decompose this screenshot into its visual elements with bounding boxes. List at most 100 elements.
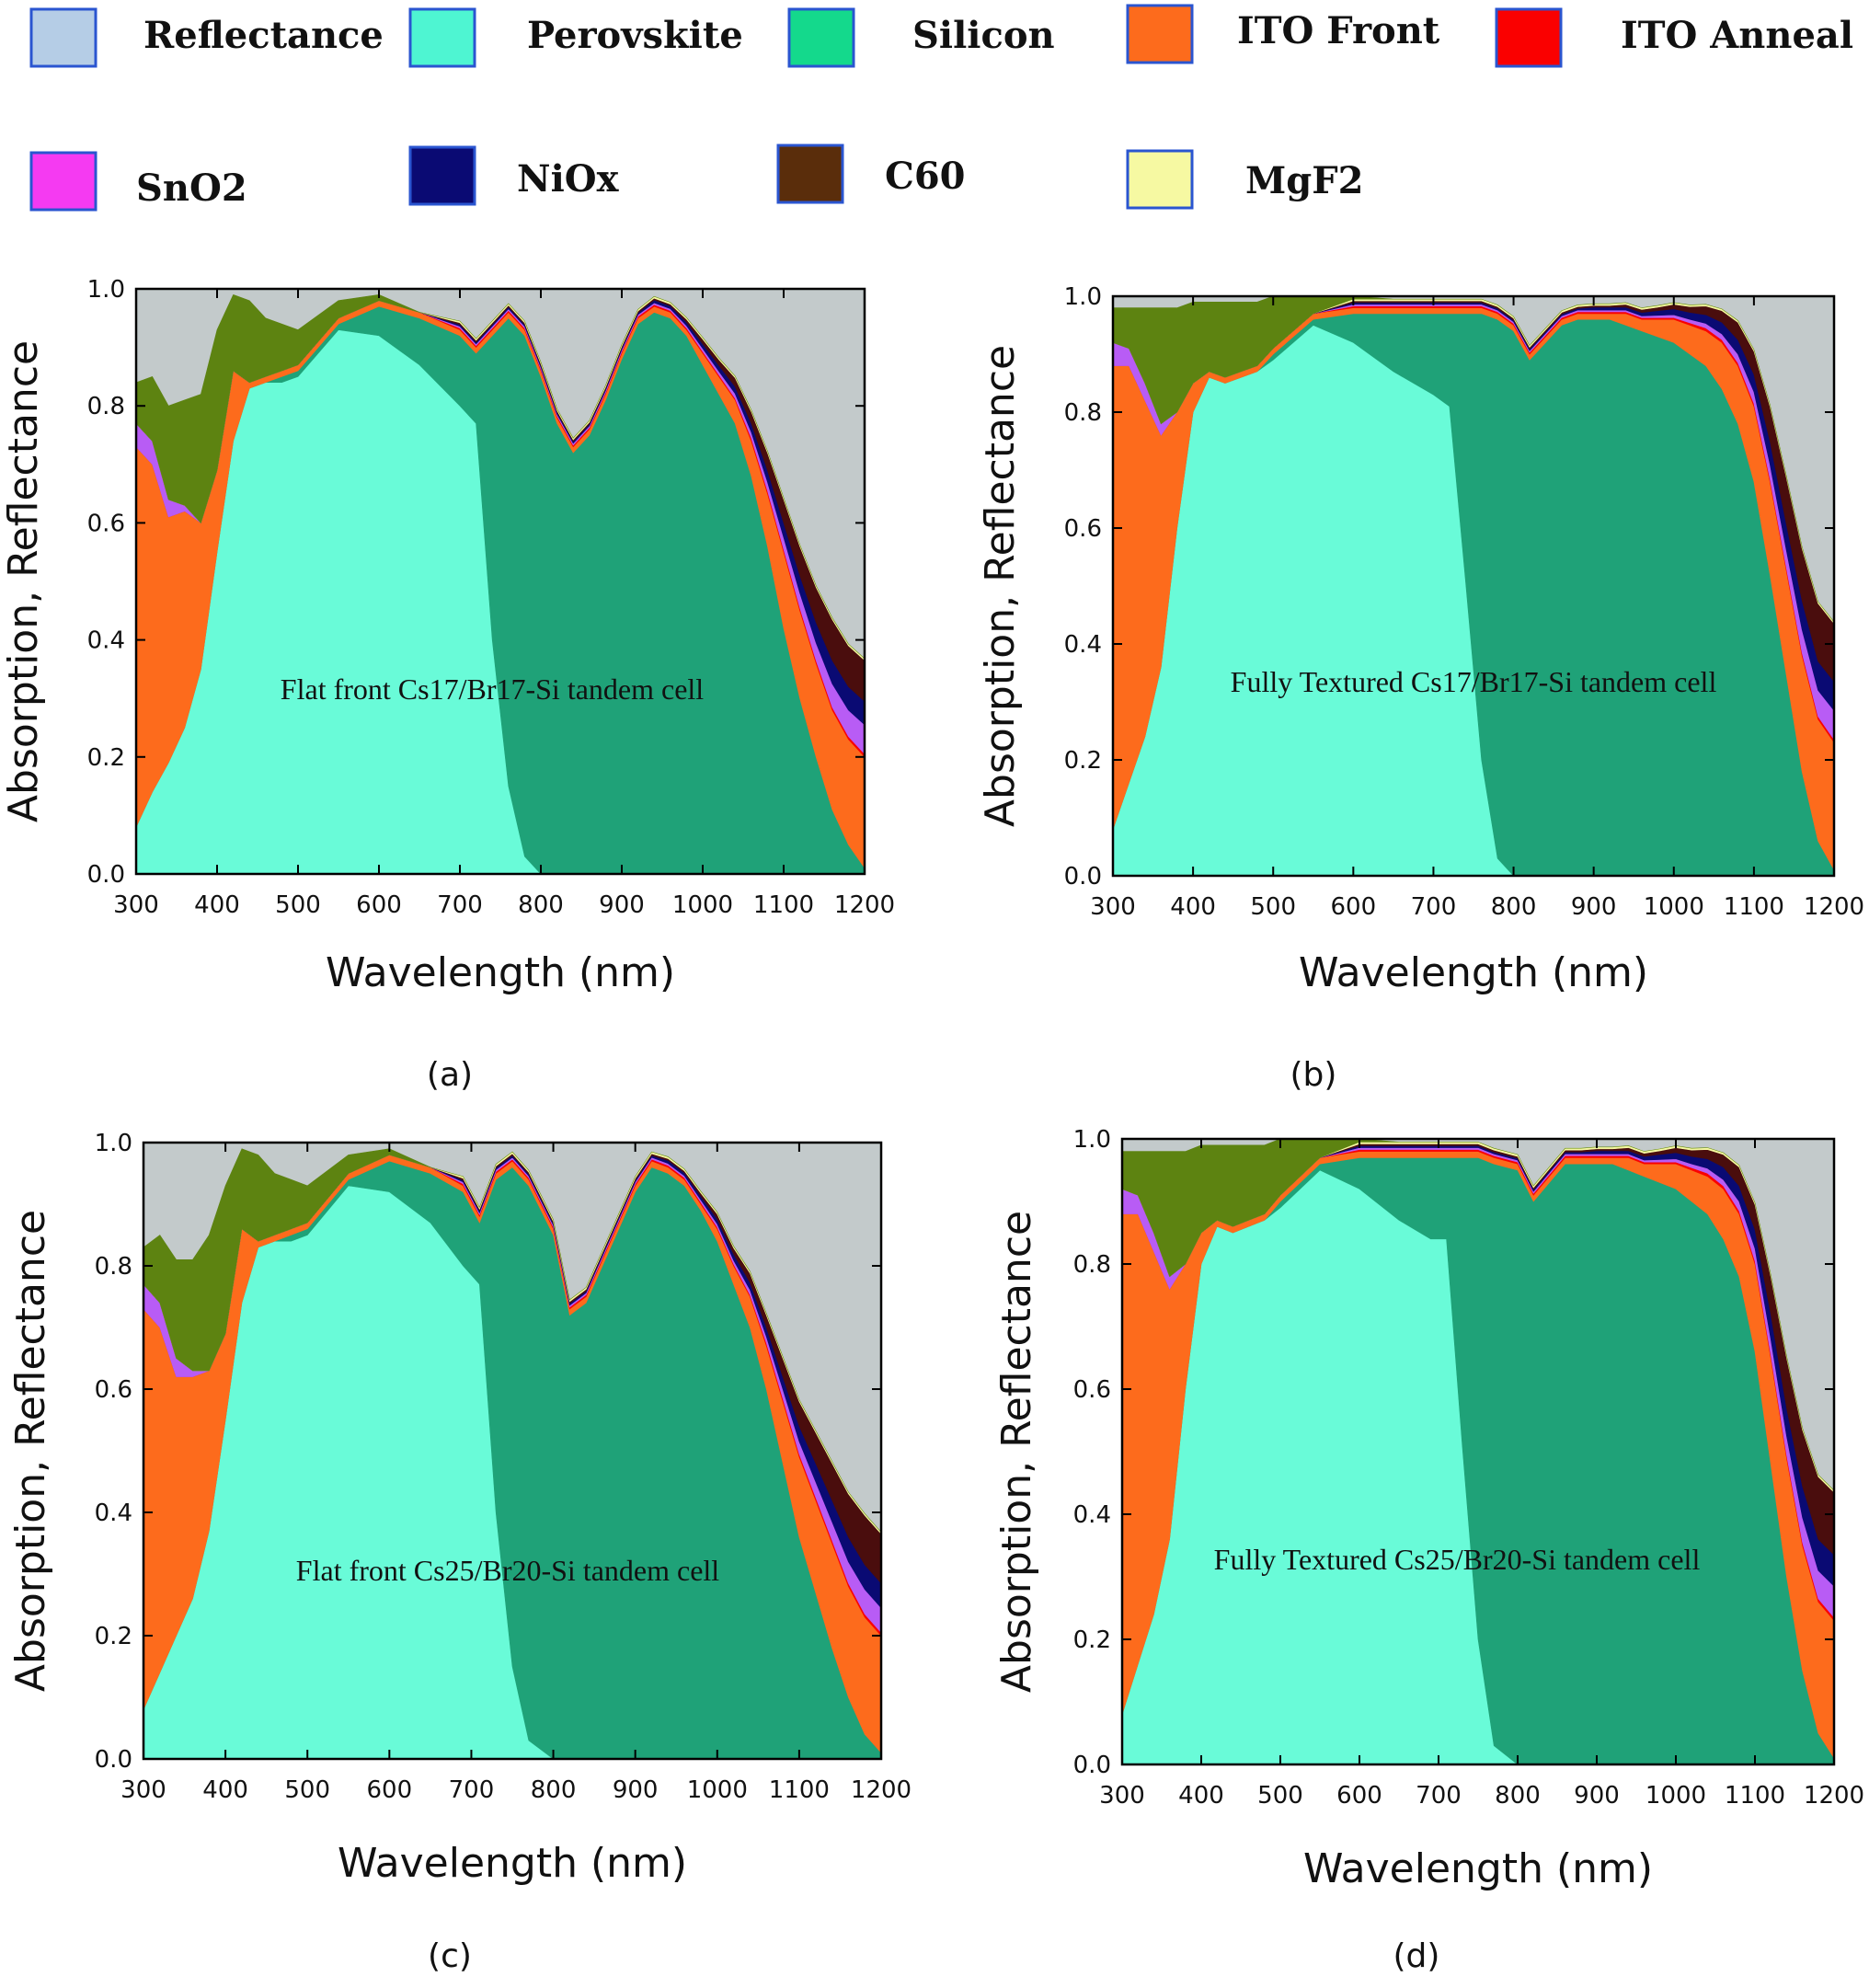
panel-c-stacked-areas — [143, 1148, 881, 1759]
legend-label-sno2: SnO2 — [136, 167, 247, 210]
panel-a-yaxis-title: Absorption, Reflectance — [0, 340, 47, 822]
panel-d-xtick-label: 1100 — [1725, 1782, 1785, 1810]
panel-b-xtick-label: 1200 — [1804, 893, 1864, 921]
panel-c-annotation: Flat front Cs25/Br20-Si tandem cell — [296, 1554, 720, 1587]
panel-b: 300 400 500 600 700 800 900 1000 1100 1200 0.0 0.2 0… — [977, 283, 1864, 1094]
panel-d-xtick-label: 1200 — [1804, 1782, 1864, 1810]
panel-a-xaxis-title: Wavelength (nm) — [326, 949, 675, 996]
panel-a-ytick-label: 0.8 — [87, 393, 125, 420]
legend-swatch-silicon — [787, 7, 855, 68]
panel-c-xtick-label: 700 — [449, 1776, 495, 1804]
panel-d-xtick-label: 500 — [1257, 1782, 1303, 1810]
panel-a-xtick-label: 700 — [437, 891, 483, 919]
panel-d-ytick-label: 0.0 — [1073, 1752, 1111, 1779]
panel-b-xtick-label: 1000 — [1644, 893, 1704, 921]
panel-a-ytick-label: 0.2 — [87, 744, 125, 772]
panel-c-xtick-label: 1200 — [851, 1776, 912, 1804]
panel-a-annotation: Flat front Cs17/Br17-Si tandem cell — [281, 672, 705, 706]
panel-a-area-front-absorber — [136, 293, 865, 660]
panel-c-ytick-label: 0.6 — [95, 1376, 132, 1404]
legend-label-ito-front: ITO Front — [1237, 9, 1440, 52]
panel-b-xaxis-title: Wavelength (nm) — [1299, 949, 1648, 996]
panel-d-xtick-label: 700 — [1416, 1782, 1462, 1810]
legend-swatch-niox — [408, 145, 476, 206]
panel-a-label: (a) — [427, 1056, 473, 1094]
panel-a-plot-frame — [134, 287, 866, 876]
panel-d-xtick-label: 600 — [1336, 1782, 1382, 1810]
panel-c-ytick-label: 0.8 — [95, 1253, 132, 1281]
panel-c-xtick-label: 300 — [120, 1776, 166, 1804]
panel-b-stacked-areas — [1113, 296, 1834, 876]
panel-a-xtick-label: 600 — [356, 891, 402, 919]
panel-c-ytick-label: 0.0 — [95, 1746, 132, 1774]
panel-a-xtick-label: 400 — [194, 891, 240, 919]
panel-c-xtick-label: 500 — [284, 1776, 330, 1804]
panel-d-xtick-label: 800 — [1495, 1782, 1541, 1810]
panel-d-xtick-label: 1000 — [1645, 1782, 1706, 1810]
panel-a-ytick-label: 0.0 — [87, 861, 125, 889]
panel-c-label: (c) — [428, 1937, 472, 1975]
panel-a-ytick-label: 1.0 — [87, 276, 125, 304]
legend-label-perovskite: Perovskite — [527, 14, 743, 57]
legend: Reflectance Perovskite Silicon ITO Front ITO… — [29, 4, 1853, 212]
panel-c-xtick-label: 900 — [613, 1776, 659, 1804]
panel-a: 300 400 500 600 700 800 900 1000 1100 1200 0.0 0.2 0… — [0, 276, 895, 1094]
panel-d-stacked-areas — [1122, 1139, 1834, 1764]
panel-d: 300 400 500 600 700 800 900 1000 1100 1200 0.0 0.2 0… — [993, 1126, 1864, 1975]
legend-swatch-mgf2 — [1126, 149, 1194, 210]
legend-item-perovskite: Perovskite — [408, 7, 743, 68]
legend-swatch-sno2 — [29, 151, 97, 212]
panel-d-plot-frame — [1120, 1137, 1836, 1766]
panel-d-ytick-label: 0.8 — [1073, 1251, 1111, 1279]
panel-c-xtick-label: 400 — [202, 1776, 248, 1804]
panel-d-xtick-label: 300 — [1099, 1782, 1145, 1810]
panel-d-ytick-label: 0.2 — [1073, 1626, 1111, 1654]
panel-b-ytick-label: 0.8 — [1064, 399, 1102, 427]
panel-b-xtick-label: 700 — [1411, 893, 1457, 921]
legend-item-reflectance: Reflectance — [29, 7, 384, 68]
panel-d-ytick-label: 1.0 — [1073, 1126, 1111, 1154]
panel-b-xtick-label: 800 — [1491, 893, 1537, 921]
panel-d-xtick-label: 900 — [1574, 1782, 1620, 1810]
panel-c-plot-frame — [142, 1141, 883, 1761]
panel-b-xtick-label: 500 — [1250, 893, 1296, 921]
panel-d-xtick-label: 400 — [1178, 1782, 1224, 1810]
panel-b-plot-frame — [1111, 294, 1836, 878]
panel-c-ytick-label: 0.4 — [95, 1500, 132, 1527]
panel-b-label: (b) — [1290, 1056, 1337, 1094]
panel-c-ytick-label: 1.0 — [95, 1130, 132, 1157]
panel-d-label: (d) — [1393, 1937, 1440, 1975]
panel-b-yaxis-title: Absorption, Reflectance — [977, 345, 1024, 827]
panel-b-ytick-label: 0.0 — [1064, 863, 1102, 891]
panel-c-xtick-label: 1000 — [687, 1776, 748, 1804]
panel-c-yaxis-title: Absorption, Reflectance — [7, 1210, 54, 1692]
legend-label-niox: NiOx — [517, 157, 620, 201]
panel-d-area-front-absorber — [1122, 1139, 1834, 1491]
legend-swatch-ito-anneal — [1495, 7, 1563, 68]
panel-a-xtick-label: 900 — [599, 891, 645, 919]
legend-item-ito-anneal: ITO Anneal — [1495, 7, 1853, 68]
legend-swatch-ito-front — [1126, 4, 1194, 64]
panel-b-ytick-label: 0.2 — [1064, 747, 1102, 775]
panel-c-xtick-label: 600 — [367, 1776, 413, 1804]
panel-a-xtick-label: 1000 — [672, 891, 733, 919]
panel-d-ytick-label: 0.4 — [1073, 1501, 1111, 1529]
panel-b-xtick-label: 1100 — [1724, 893, 1784, 921]
panel-c-area-front-absorber — [143, 1148, 881, 1533]
panel-a-xtick-label: 500 — [275, 891, 321, 919]
legend-swatch-c60 — [776, 144, 844, 204]
panel-b-xtick-label: 900 — [1571, 893, 1617, 921]
legend-label-silicon: Silicon — [912, 14, 1055, 57]
panel-a-xtick-label: 300 — [113, 891, 159, 919]
panel-a-xtick-label: 1100 — [753, 891, 814, 919]
panel-d-annotation: Fully Textured Cs25/Br20-Si tandem cell — [1214, 1543, 1701, 1576]
panel-c: 300 400 500 600 700 800 900 1000 1100 1200 0.0 0.2 0… — [7, 1130, 912, 1975]
legend-label-reflectance: Reflectance — [143, 14, 384, 57]
panel-a-ytick-label: 0.4 — [87, 627, 125, 655]
panel-a-xtick-label: 800 — [518, 891, 564, 919]
legend-label-mgf2: MgF2 — [1245, 159, 1363, 202]
panel-b-xtick-label: 400 — [1170, 893, 1216, 921]
legend-item-niox: NiOx — [408, 145, 620, 206]
legend-item-sno2: SnO2 — [29, 151, 247, 212]
